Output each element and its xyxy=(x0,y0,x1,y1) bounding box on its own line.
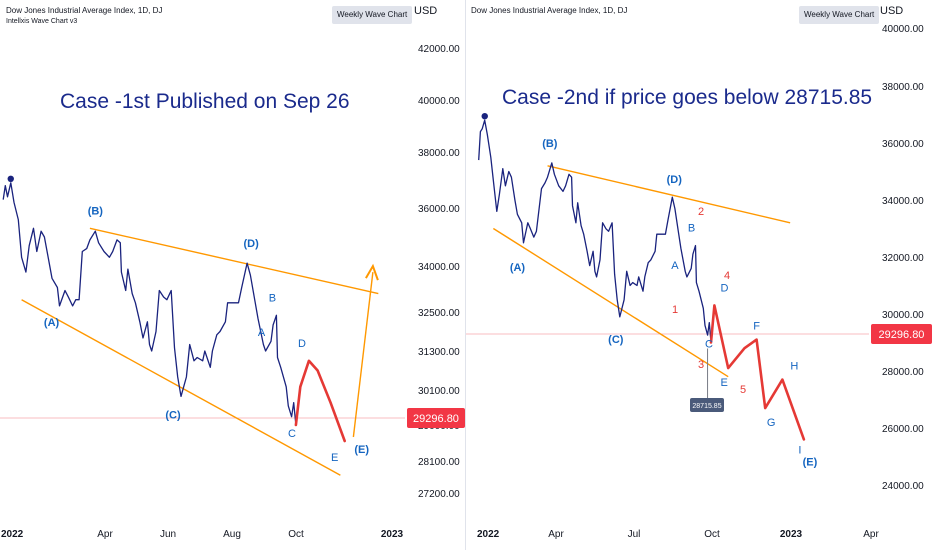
y-axis-tick-label: 34000.00 xyxy=(882,196,924,207)
trendline-arrow xyxy=(352,272,374,438)
currency-label: USD xyxy=(414,5,438,17)
wave-label: E xyxy=(331,452,338,464)
y-axis-tick-label: 30000.00 xyxy=(882,310,924,321)
x-axis-tick-label: Jul xyxy=(628,529,641,540)
wave-label: (A) xyxy=(44,317,60,329)
wave-label: (C) xyxy=(165,409,181,421)
sub-wave-label: 3 xyxy=(698,359,704,371)
price-series-line xyxy=(478,119,712,343)
wave-label: A xyxy=(258,327,266,339)
symbol-title: Dow Jones Industrial Average Index, 1D, … xyxy=(471,6,628,15)
x-axis-tick-label: Oct xyxy=(288,529,304,540)
sub-wave-label: 4 xyxy=(724,270,730,282)
wave-label: (B) xyxy=(88,205,104,217)
y-axis-tick-label: 34000.00 xyxy=(418,262,460,273)
chart-left-svg: 42000.00 40000.00 38000.00 36000.00 34000.00… xyxy=(0,44,465,540)
indicator-name: Intellxis Wave Chart v3 xyxy=(6,18,78,25)
chart-right-svg: 40000.00 38000.00 36000.00 34000.00 32000.00… xyxy=(466,24,932,540)
wave-label: (A) xyxy=(510,262,526,274)
y-axis-tick-label: 30100.00 xyxy=(418,386,460,397)
trendline-upper xyxy=(547,165,791,224)
wave-label: (C) xyxy=(608,334,624,346)
level-badge-label: 28715.85 xyxy=(692,403,721,410)
x-axis-tick-label: 2023 xyxy=(381,529,404,540)
chart-panel-left: 42000.00 40000.00 38000.00 36000.00 34000.00… xyxy=(0,0,465,550)
y-axis-tick-label: 28100.00 xyxy=(418,457,460,468)
wave-label: G xyxy=(767,417,776,429)
y-axis-tick-label: 36000.00 xyxy=(882,139,924,150)
sub-wave-label: 5 xyxy=(740,384,746,396)
top-marker xyxy=(7,175,14,182)
wave-label: (D) xyxy=(243,238,259,250)
y-axis-tick-label: 38000.00 xyxy=(882,82,924,93)
currency-label: USD xyxy=(880,5,904,17)
y-axis-tick-label: 36000.00 xyxy=(418,204,460,215)
sub-wave-label: 1 xyxy=(672,304,678,316)
x-axis-tick-label: Apr xyxy=(97,529,113,540)
wave-label: D xyxy=(298,338,306,350)
x-axis-tick-label: Aug xyxy=(223,529,241,540)
y-axis-tick-label: 32000.00 xyxy=(882,253,924,264)
wave-label: C xyxy=(288,428,296,440)
y-axis-tick-label: 38000.00 xyxy=(418,148,460,159)
trendline-lower xyxy=(492,227,729,378)
x-axis-tick-label: Apr xyxy=(548,529,564,540)
y-axis-tick-label: 28000.00 xyxy=(882,367,924,378)
weekly-wave-chart-button[interactable]: Weekly Wave Chart xyxy=(799,6,880,24)
case-title: Case -2nd if price goes below 28715.85 xyxy=(502,86,872,109)
wave-label: B xyxy=(688,223,695,235)
y-axis-tick-label: 27200.00 xyxy=(418,489,460,500)
price-badge-label: 29296.80 xyxy=(879,329,925,341)
wave-label: D xyxy=(720,282,728,294)
x-axis-tick-label: Apr xyxy=(863,529,879,540)
y-axis-tick-label: 24000.00 xyxy=(882,481,924,492)
price-series-line xyxy=(2,182,297,426)
x-axis-tick-label: 2022 xyxy=(477,529,500,540)
wave-label: A xyxy=(671,260,679,272)
x-axis-tick-label: Jun xyxy=(160,529,176,540)
x-axis-tick-label: 2023 xyxy=(780,529,803,540)
wave-label: E xyxy=(721,377,728,389)
x-axis-tick-label: 2022 xyxy=(1,529,24,540)
x-axis-tick-label: Oct xyxy=(704,529,720,540)
trendline-upper xyxy=(89,227,379,295)
price-badge xyxy=(407,408,465,428)
wave-label: I xyxy=(798,444,801,456)
case-title: Case -1st Published on Sep 26 xyxy=(60,90,350,113)
arrow-head xyxy=(365,263,379,281)
projection-line xyxy=(294,359,347,443)
y-axis-tick-label: 42000.00 xyxy=(418,44,460,55)
sub-wave-label: 2 xyxy=(698,206,704,218)
level-badge xyxy=(690,398,724,412)
price-badge xyxy=(871,324,932,344)
wave-label: B xyxy=(269,292,276,304)
trendline-lower xyxy=(21,299,341,476)
wave-label: (D) xyxy=(667,174,683,186)
symbol-title: Dow Jones Industrial Average Index, 1D, … xyxy=(6,6,163,15)
projection-line xyxy=(709,304,806,441)
wave-label: (E) xyxy=(354,444,369,456)
wave-label: H xyxy=(790,361,798,373)
wave-label: (B) xyxy=(542,138,558,150)
price-badge-label: 29296.80 xyxy=(413,413,459,425)
panel-divider xyxy=(465,0,466,550)
wave-label: F xyxy=(753,321,760,333)
wave-label: (E) xyxy=(803,456,818,468)
y-axis-tick-label: 40000.00 xyxy=(418,96,460,107)
chart-panel-right: 40000.00 38000.00 36000.00 34000.00 32000.00… xyxy=(466,0,932,550)
y-axis-tick-label: 31300.00 xyxy=(418,347,460,358)
weekly-wave-chart-button[interactable]: Weekly Wave Chart xyxy=(332,6,413,24)
y-axis-tick-label: 32500.00 xyxy=(418,308,460,319)
top-marker xyxy=(481,113,488,120)
y-axis-tick-label: 26000.00 xyxy=(882,424,924,435)
y-axis-tick-label: 40000.00 xyxy=(882,24,924,35)
wave-label: C xyxy=(705,339,713,351)
